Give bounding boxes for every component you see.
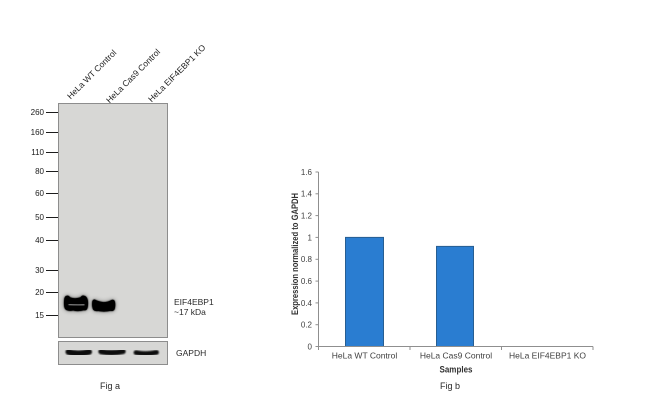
svg-text:0.2: 0.2 — [301, 321, 313, 330]
svg-text:1: 1 — [308, 233, 313, 242]
svg-text:Expression normalized to GAPDH: Expression normalized to GAPDH — [290, 193, 300, 315]
svg-text:Samples: Samples — [440, 364, 473, 374]
svg-text:0: 0 — [308, 342, 313, 351]
svg-text:1.2: 1.2 — [301, 212, 313, 221]
svg-text:1.4: 1.4 — [301, 190, 313, 199]
svg-text:0.6: 0.6 — [301, 277, 313, 286]
svg-text:HeLa WT Control: HeLa WT Control — [332, 351, 398, 361]
svg-text:1.6: 1.6 — [301, 168, 313, 177]
svg-text:0.4: 0.4 — [301, 299, 313, 308]
svg-text:HeLa EIF4EBP1 KO: HeLa EIF4EBP1 KO — [509, 351, 586, 361]
svg-text:Fig b: Fig b — [440, 381, 460, 391]
svg-text:0.8: 0.8 — [301, 255, 313, 264]
svg-text:HeLa Cas9 Control: HeLa Cas9 Control — [420, 351, 492, 361]
